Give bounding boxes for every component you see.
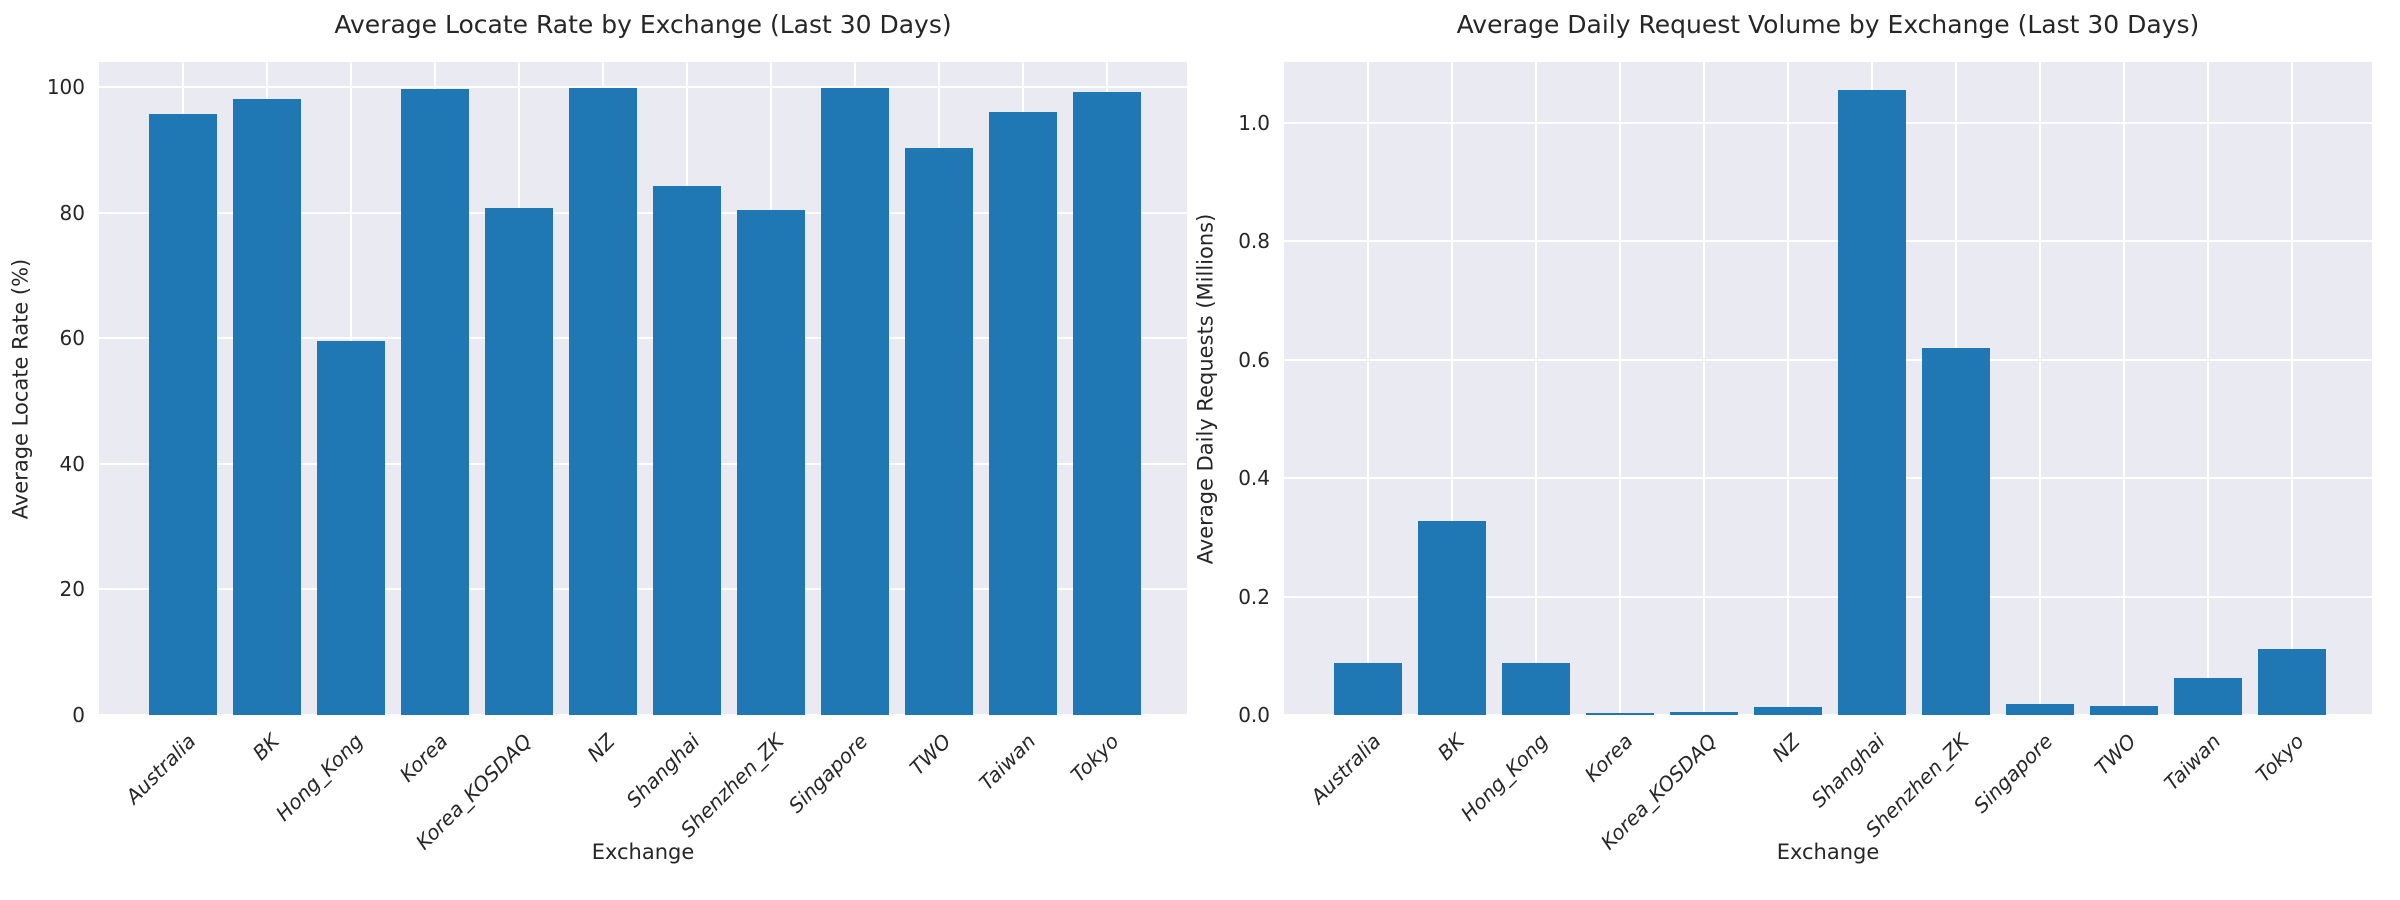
x-tick-label: Tokyo (2251, 729, 2309, 787)
bar-Shanghai (653, 185, 721, 715)
bar-Australia (149, 114, 217, 715)
x-tick-label: NZ (1767, 729, 1805, 767)
locate-rate-chart: Average Locate Rate by Exchange (Last 30… (8, 10, 1187, 864)
y-tick-label: 0.0 (1238, 703, 1270, 727)
bar-Korea_KOSDAQ (1670, 712, 1738, 715)
chart-title: Average Daily Request Volume by Exchange… (1456, 10, 2200, 39)
bar-Hong_Kong (1502, 663, 1570, 715)
x-gridline (1535, 62, 1537, 715)
bar-BK (1418, 521, 1486, 715)
y-gridline (99, 211, 1187, 214)
x-axis-label: Exchange (591, 840, 695, 864)
y-tick-label: 0.2 (1238, 584, 1270, 609)
y-gridline (99, 337, 1187, 340)
y-tick-label: 100 (46, 75, 85, 100)
y-axis-label: Average Daily Requests (Millions) (1193, 213, 1217, 564)
y-gridline (1284, 477, 2372, 480)
y-gridline (99, 588, 1187, 591)
x-tick-label: Korea (1579, 729, 1637, 787)
bar-Tokyo (1073, 91, 1141, 715)
bar-Hong_Kong (317, 341, 385, 715)
bar-Shenzhen_ZK (1922, 347, 1990, 715)
y-tick-label: 0 (72, 703, 85, 727)
x-gridline (1367, 62, 1369, 715)
y-gridline (1284, 595, 2372, 598)
y-gridline (1284, 714, 2372, 716)
x-tick-label: Korea (394, 729, 452, 787)
y-tick-label: 80 (59, 200, 85, 225)
request-volume-chart: Average Daily Request Volume by Exchange… (1193, 10, 2372, 864)
bar-NZ (1754, 706, 1822, 715)
x-tick-label: BK (1433, 729, 1469, 765)
y-tick-label: 1.0 (1238, 110, 1270, 135)
x-gridline (1451, 62, 1453, 715)
y-gridline (99, 86, 1187, 89)
x-gridline (1619, 62, 1621, 715)
bar-BK (233, 99, 301, 715)
x-tick-label: Singapore (1968, 729, 2057, 818)
bar-Shanghai (1838, 90, 1906, 715)
y-gridline (99, 462, 1187, 465)
bar-Shenzhen_ZK (737, 209, 805, 715)
bar-TWO (2090, 705, 2158, 715)
bar-Korea (401, 88, 469, 715)
y-tick-label: 40 (59, 451, 85, 476)
y-gridline (1284, 358, 2372, 361)
x-gridline (2039, 62, 2041, 715)
plot-area: 0 20 40 60 80 100 Australia BK Hong_Kong Korea Kor… (47, 62, 1187, 854)
x-tick-label: Shanghai (1805, 729, 1889, 813)
x-tick-label: BK (248, 729, 284, 765)
x-tick-label: Australia (1305, 729, 1385, 809)
bar-TWO (905, 148, 973, 715)
bar-Singapore (821, 87, 889, 715)
x-gridline (2207, 62, 2209, 715)
chart-title: Average Locate Rate by Exchange (Last 30… (334, 10, 952, 39)
bar-Taiwan (2174, 677, 2242, 715)
x-tick-label: Shanghai (620, 729, 704, 813)
x-tick-label: TWO (2090, 729, 2141, 780)
y-tick-label: 20 (59, 577, 85, 602)
bar-Tokyo (2258, 649, 2326, 715)
y-gridline (99, 714, 1187, 716)
x-tick-label: Australia (120, 729, 200, 809)
bar-NZ (569, 87, 637, 715)
x-tick-label: Hong_Kong (1456, 729, 1553, 826)
y-tick-label: 0.4 (1238, 466, 1270, 491)
bar-Korea_KOSDAQ (485, 207, 553, 715)
plot-area: 0.0 0.2 0.4 0.6 0.8 1.0 Australia BK Hong_Kong Ko… (1238, 62, 2372, 854)
x-tick-label: Hong_Kong (271, 729, 368, 826)
x-tick-label: TWO (905, 729, 956, 780)
y-gridline (1284, 121, 2372, 124)
x-tick-label: Taiwan (974, 729, 1040, 795)
y-axis-label: Average Locate Rate (%) (8, 258, 33, 519)
x-gridline (1787, 62, 1789, 715)
bar-Singapore (2006, 703, 2074, 715)
y-tick-label: 60 (59, 326, 85, 351)
y-tick-label: 0.6 (1238, 347, 1270, 372)
x-tick-label: Singapore (783, 729, 872, 818)
x-tick-label: NZ (582, 729, 620, 767)
bar-Korea (1586, 713, 1654, 715)
x-gridline (2291, 62, 2293, 715)
bar-Taiwan (989, 111, 1057, 715)
y-tick-label: 0.8 (1238, 229, 1270, 254)
x-gridline (1703, 62, 1705, 715)
bar-Australia (1334, 662, 1402, 715)
x-tick-label: Taiwan (2159, 729, 2225, 795)
x-tick-label: Tokyo (1066, 729, 1124, 787)
y-gridline (1284, 240, 2372, 243)
x-axis-label: Exchange (1776, 840, 1880, 864)
x-gridline (2123, 62, 2125, 715)
